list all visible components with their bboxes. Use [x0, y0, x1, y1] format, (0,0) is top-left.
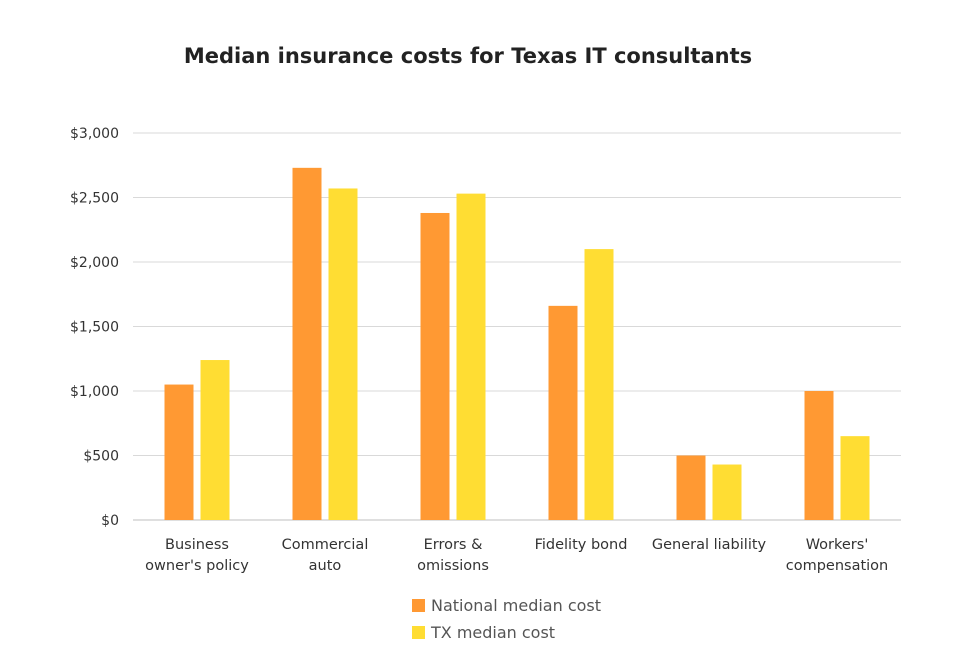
- y-tick-label: $3,000: [70, 126, 119, 142]
- bars: [164, 167, 870, 521]
- x-axis-categories: Business owner's policy Commercial auto Erro…: [145, 537, 888, 574]
- bar: [712, 464, 742, 520]
- bar: [676, 455, 706, 520]
- x-category-label: Commercial: [282, 537, 369, 553]
- bar: [840, 436, 870, 520]
- y-tick-label: $2,000: [70, 255, 119, 271]
- bar: [548, 305, 578, 520]
- legend-label: TX median cost: [430, 623, 555, 642]
- x-category-label: Business: [165, 537, 229, 553]
- legend-label: National median cost: [431, 596, 601, 615]
- x-category-label: Fidelity bond: [535, 537, 628, 553]
- bar: [200, 360, 230, 520]
- bar: [328, 188, 358, 520]
- chart-title: Median insurance costs for Texas IT cons…: [184, 44, 752, 68]
- bar: [164, 384, 194, 520]
- y-tick-label: $0: [101, 513, 119, 529]
- y-axis-ticks: $0 $500 $1,000 $1,500 $2,000 $2,500 $3,000: [70, 126, 119, 529]
- bar: [420, 212, 450, 521]
- x-category-label: Workers': [806, 537, 869, 553]
- legend-swatch: [412, 626, 425, 639]
- legend-swatch: [412, 599, 425, 612]
- x-category-label: Errors &: [424, 537, 483, 553]
- bar: [584, 249, 614, 520]
- bar: [804, 391, 834, 520]
- y-tick-label: $500: [83, 449, 119, 465]
- bar: [456, 193, 486, 520]
- y-tick-label: $1,000: [70, 384, 119, 400]
- x-category-label: omissions: [417, 558, 489, 574]
- legend: National median cost TX median cost: [412, 596, 601, 642]
- y-tick-label: $2,500: [70, 191, 119, 207]
- x-category-label: auto: [309, 558, 342, 574]
- y-tick-label: $1,500: [70, 320, 119, 336]
- x-category-label: General liability: [652, 537, 767, 553]
- gridlines: [133, 132, 901, 521]
- x-category-label: compensation: [786, 558, 889, 574]
- bar: [292, 167, 322, 520]
- x-category-label: owner's policy: [145, 558, 249, 574]
